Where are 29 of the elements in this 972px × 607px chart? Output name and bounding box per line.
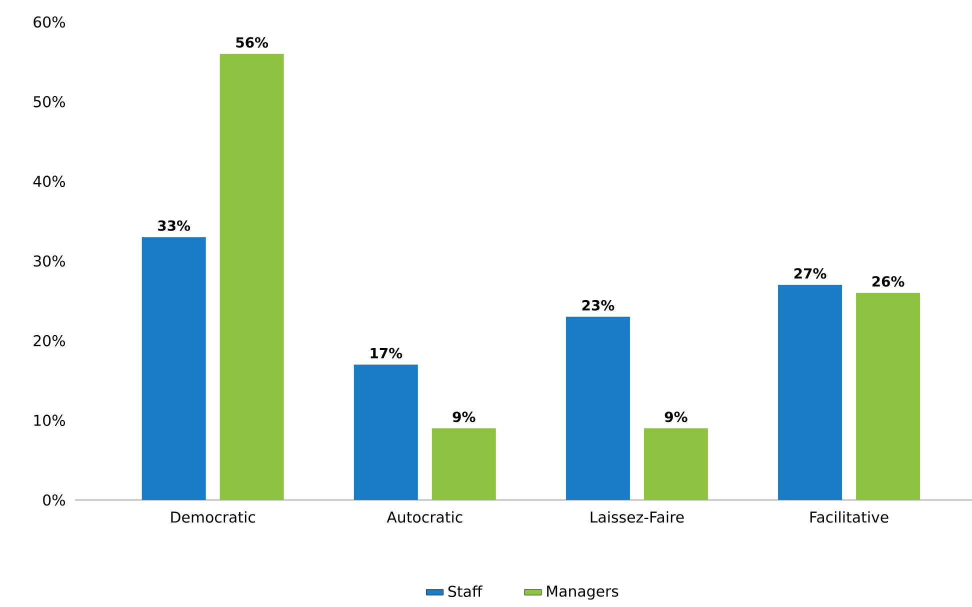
data-label: 27% (794, 268, 826, 279)
y-tick-label: 20% (34, 335, 65, 346)
y-tick-label: 30% (34, 255, 65, 267)
bar (778, 284, 842, 500)
data-label: 56% (236, 37, 268, 48)
x-tick-label: Autocratic (386, 511, 462, 523)
y-tick-label: 50% (34, 96, 65, 108)
data-label: 33% (158, 220, 190, 231)
data-label: 23% (582, 300, 614, 311)
bar (566, 316, 630, 500)
y-tick-label: 0% (43, 494, 65, 506)
bar (354, 364, 418, 500)
bar (856, 292, 920, 500)
legend-label: Staff (448, 585, 483, 598)
x-tick-label: Facilitative (810, 511, 888, 523)
data-label: 17% (370, 348, 402, 358)
y-tick-label: 10% (34, 414, 65, 426)
bar (142, 237, 206, 500)
y-tick-label: 40% (33, 176, 65, 187)
data-label: 9% (452, 412, 476, 422)
bar (432, 428, 496, 500)
y-tick-label: 60% (34, 16, 65, 28)
bar (220, 54, 284, 500)
legend-label: Managers (547, 586, 618, 600)
x-tick-label: Laissez-Faire (590, 511, 684, 523)
data-label: 9% (664, 412, 688, 422)
x-tick-label: Democratic (171, 511, 255, 523)
bar (644, 428, 708, 500)
data-label: 26% (872, 276, 904, 287)
